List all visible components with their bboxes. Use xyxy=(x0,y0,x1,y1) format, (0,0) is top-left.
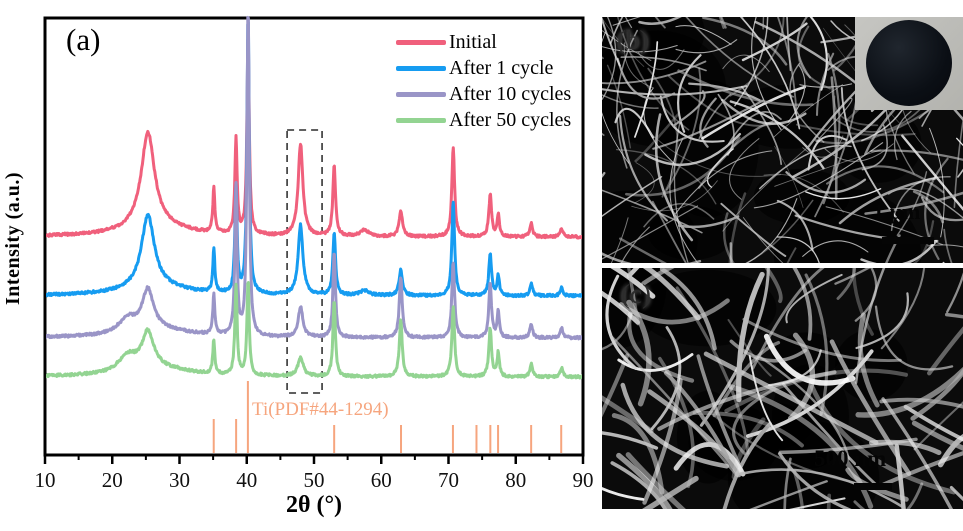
electrode-disc xyxy=(866,20,952,106)
y-axis-title: Intensity (a.u.) xyxy=(2,171,24,305)
xrd-curve-1 xyxy=(46,38,582,240)
xrd-curve-3 xyxy=(46,15,582,341)
legend-swatch xyxy=(396,117,446,123)
legend-item-3: After 10 cycles xyxy=(396,81,571,107)
x-tick-label: 70 xyxy=(438,468,459,492)
legend-label: Initial xyxy=(449,31,497,53)
x-axis-title: 2θ (°) xyxy=(285,492,343,518)
xrd-chart-panel: 10 20 30 40 50 60 70 80 90 (a) Intensity (a.u.) … xyxy=(2,15,594,518)
scale-bar-b xyxy=(882,237,934,244)
panel-label-a: (a) xyxy=(66,22,101,57)
x-tick-label: 20 xyxy=(102,468,123,492)
xrd-curves xyxy=(46,15,582,380)
scale-bar-c xyxy=(854,483,892,490)
legend-swatch xyxy=(396,91,446,97)
scale-label-c: 500 nm xyxy=(814,446,887,471)
x-tick-label: 10 xyxy=(35,468,56,492)
legend-label: After 1 cycle xyxy=(449,57,554,79)
panel-label-b: (b) xyxy=(617,25,649,55)
legend-swatch xyxy=(396,39,446,45)
legend-label: After 50 cycles xyxy=(449,109,572,131)
sem-image-nanowires-c xyxy=(602,268,963,509)
legend: Initial After 1 cycle After 10 cycles After… xyxy=(396,29,571,133)
sem-panel-b: (b) 1 μm xyxy=(602,17,963,263)
sem-panel-c: (c) 500 nm xyxy=(602,268,963,509)
scale-label-b: 1 μm xyxy=(873,199,921,224)
sem-image-nanowires-b xyxy=(602,17,963,263)
legend-item-1: Initial xyxy=(396,29,571,55)
x-tick-label: 30 xyxy=(169,468,190,492)
x-tick-label: 50 xyxy=(304,468,325,492)
x-tick-label: 90 xyxy=(573,468,594,492)
x-tick-label: 60 xyxy=(371,468,392,492)
legend-item-4: After 50 cycles xyxy=(396,107,571,133)
legend-item-2: After 1 cycle xyxy=(396,55,571,81)
electrode-photo-inset xyxy=(855,17,963,110)
reference-pattern-label: Ti(PDF#44-1294) xyxy=(252,399,389,420)
x-tick-label: 40 xyxy=(236,468,257,492)
highlight-box xyxy=(286,129,323,394)
legend-label: After 10 cycles xyxy=(449,83,572,105)
panel-label-c: (c) xyxy=(621,279,651,309)
xrd-curve-2 xyxy=(46,20,582,299)
xrd-plot: 10 20 30 40 50 60 70 80 90 xyxy=(35,15,594,492)
legend-swatch xyxy=(396,65,446,71)
xrd-curve-4 xyxy=(46,281,582,380)
x-tick-label: 80 xyxy=(505,468,526,492)
